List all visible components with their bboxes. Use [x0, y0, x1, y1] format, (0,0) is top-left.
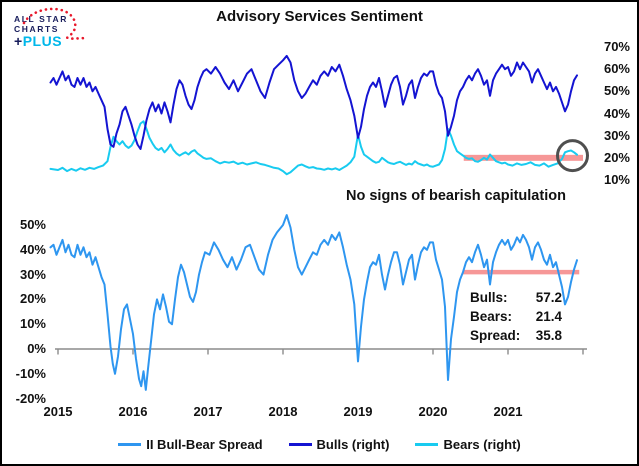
- bulls-right--line: [49, 54, 578, 150]
- info-value: 21.4: [535, 309, 562, 324]
- y-axis-label-right: 30%: [603, 127, 630, 143]
- y-axis-label-left: 50%: [19, 217, 46, 232]
- info-row: Bulls: 57.2: [470, 288, 562, 307]
- legend-label: Bears (right): [443, 437, 521, 452]
- page-title: Advisory Services Sentiment: [216, 8, 423, 25]
- x-axis-label: 2018: [268, 404, 298, 419]
- info-row: Spread: 35.8: [470, 326, 562, 345]
- info-label: Bulls:: [470, 290, 508, 305]
- info-label: Spread:: [470, 328, 521, 343]
- info-value: 57.2: [535, 290, 562, 305]
- info-label: Bears:: [470, 309, 513, 324]
- top-red-highlight: [463, 154, 583, 161]
- y-axis-label-left: 10%: [19, 316, 46, 332]
- legend-swatch: [118, 443, 142, 446]
- y-axis-label-right: 40%: [603, 105, 630, 121]
- y-axis-label-right: 60%: [603, 61, 630, 77]
- legend: II Bull-Bear Spread Bulls (right) Bears (r…: [2, 437, 637, 452]
- info-value: 35.8: [535, 328, 562, 343]
- y-axis-label-right: 70%: [603, 39, 630, 54]
- logo-plus-icon: +: [14, 33, 23, 49]
- legend-item: Bears (right): [415, 437, 521, 452]
- legend-swatch: [415, 443, 439, 446]
- x-axis-label: 2016: [118, 404, 148, 419]
- y-axis-label-left: 30%: [19, 266, 46, 282]
- y-axis-label-left: 0%: [27, 341, 46, 356]
- legend-label: II Bull-Bear Spread: [146, 437, 263, 452]
- x-axis-label: 2019: [343, 404, 373, 419]
- ii-bull-bear-spread-line: [49, 214, 578, 391]
- y-axis-label-right: 20%: [603, 149, 630, 165]
- legend-label: Bulls (right): [316, 437, 390, 452]
- info-box: Bulls: 57.2 Bears: 21.4 Spread: 35.8: [470, 288, 562, 345]
- legend-item: Bulls (right): [288, 437, 390, 452]
- bottom-red-highlight: [463, 269, 580, 275]
- note-annotation: No signs of bearish capitulation: [346, 188, 566, 204]
- y-axis-label-left: -10%: [15, 365, 46, 381]
- legend-item: II Bull-Bear Spread: [118, 437, 263, 452]
- bears-highlight-circle: [556, 139, 589, 173]
- y-axis-label-left: 20%: [19, 291, 46, 307]
- y-axis-label-right: 50%: [603, 83, 630, 99]
- legend-swatch: [288, 443, 312, 446]
- x-axis-label: 2017: [193, 404, 223, 419]
- y-axis-label-right: 10%: [603, 172, 630, 187]
- x-axis-label: 2021: [493, 404, 523, 419]
- y-axis-label-left: 40%: [19, 241, 46, 257]
- x-axis-label: 2015: [43, 404, 73, 419]
- bears-right--line: [49, 120, 578, 176]
- info-row: Bears: 21.4: [470, 307, 562, 326]
- x-axis-label: 2020: [418, 404, 448, 419]
- y-axis-label-left: -20%: [15, 390, 46, 406]
